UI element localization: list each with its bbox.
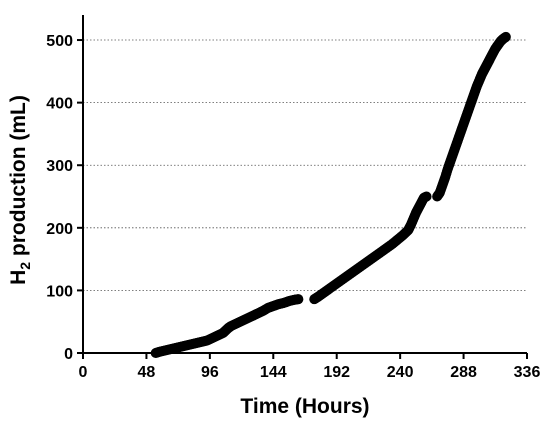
x-ticks: 0 48 96 144 192 240 288 336 (79, 353, 541, 381)
data-points (150, 31, 511, 358)
x-tick-label: 144 (260, 364, 287, 381)
x-tick-label: 48 (138, 364, 156, 381)
y-tick-label: 400 (46, 96, 73, 113)
x-tick-label: 240 (387, 364, 414, 381)
y-axis-title-suffix: production (mL) (7, 95, 30, 262)
y-tick-label: 500 (46, 33, 73, 50)
y-tick-label: 0 (64, 346, 73, 363)
y-tick-label: 100 (46, 283, 73, 300)
x-tick-label: 336 (514, 364, 541, 381)
x-tick-label: 0 (79, 364, 88, 381)
y-axis-title: H2 production (mL) (7, 95, 33, 285)
axes (82, 15, 527, 354)
y-tick-label: 200 (46, 221, 73, 238)
y-ticks: 0 100 200 300 400 500 (46, 33, 83, 363)
x-tick-label: 288 (450, 364, 477, 381)
x-axis-title: Time (Hours) (240, 395, 369, 418)
data-point (500, 31, 511, 42)
y-axis-title-prefix: H (7, 270, 30, 285)
data-point (421, 191, 432, 202)
y-tick-label: 300 (46, 158, 73, 175)
gridlines (83, 39, 527, 291)
x-tick-label: 192 (323, 364, 350, 381)
x-tick-label: 96 (201, 364, 219, 381)
data-point (293, 294, 304, 305)
y-axis-title-subscript: 2 (17, 262, 33, 270)
